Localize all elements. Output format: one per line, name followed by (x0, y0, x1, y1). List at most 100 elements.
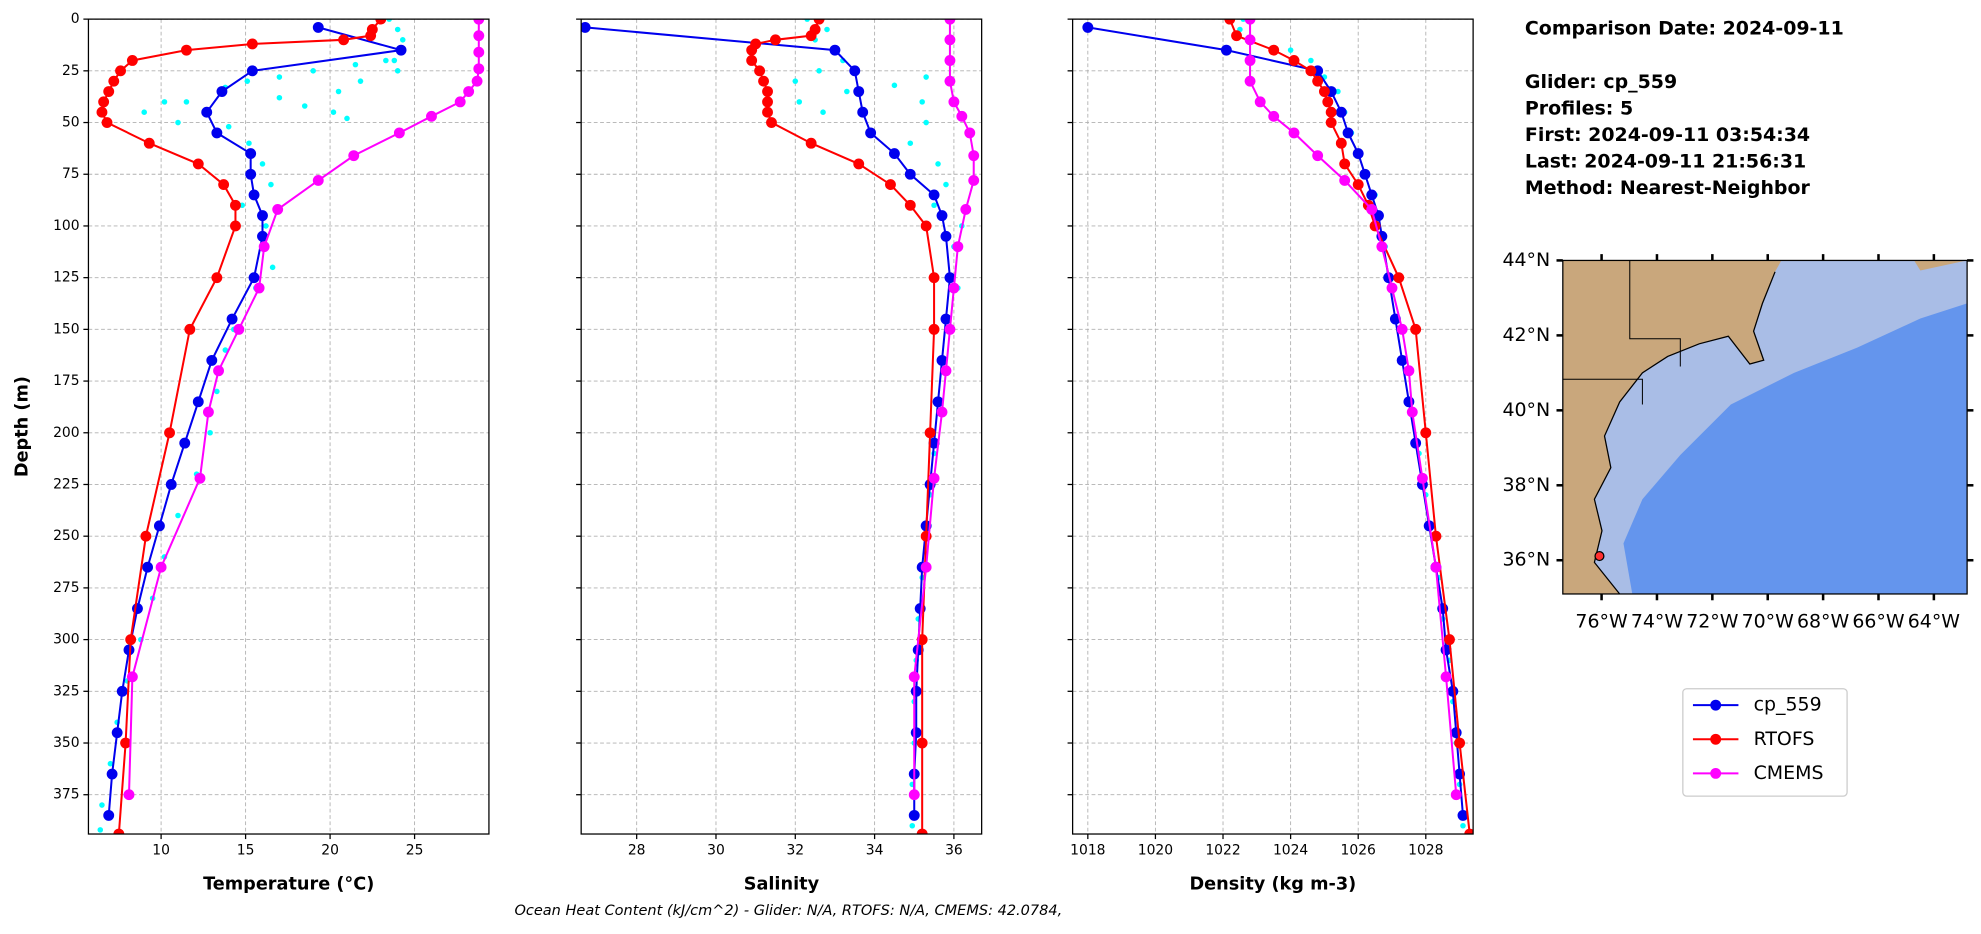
profile-marker (103, 809, 115, 821)
profile-marker (1359, 168, 1371, 180)
x-tick-label: 1026 (1341, 842, 1376, 858)
profile-marker (1082, 21, 1094, 33)
profile-marker (908, 671, 920, 683)
profile-marker (103, 86, 115, 97)
legend-marker (1710, 767, 1722, 779)
profile-marker (1268, 110, 1280, 122)
x-tick-label: 25 (406, 842, 424, 858)
glider-point (276, 94, 283, 101)
profile-marker (940, 230, 952, 242)
profile-marker (920, 220, 932, 232)
x-tick-label: 1018 (1070, 842, 1105, 858)
profile-marker (928, 472, 940, 484)
glider-point (394, 26, 401, 33)
profile-marker (920, 561, 932, 573)
profile-marker (853, 158, 865, 170)
profile-marker (365, 30, 377, 42)
y-tick-label: 100 (53, 218, 79, 234)
glider-point (239, 202, 245, 209)
profile-marker (165, 479, 177, 490)
profile-marker (216, 86, 228, 97)
profile-marker (1464, 828, 1474, 835)
profile-marker (463, 86, 475, 97)
profile-marker (916, 737, 928, 749)
glider-point (344, 115, 350, 122)
y-axis-label: Depth (m) (13, 376, 33, 477)
profile-marker (108, 75, 120, 87)
x-tick-label: 1024 (1273, 842, 1308, 858)
profile-marker (192, 396, 204, 408)
footer-note: Ocean Heat Content (kJ/cm^2) - Glider: N… (514, 903, 1062, 919)
glider-point (919, 99, 925, 105)
profile-marker (126, 55, 138, 66)
glider-point (1460, 822, 1466, 829)
map-lat-label: 38°N (1502, 474, 1550, 496)
y-tick-label: 225 (53, 476, 79, 492)
profile-marker (758, 75, 769, 87)
profile-marker (1288, 55, 1300, 66)
profile-marker (1352, 148, 1364, 159)
info-line: Last: 2024-09-11 21:56:31 (1525, 150, 1806, 172)
glider-point (909, 822, 916, 829)
profile-line (1228, 19, 1471, 835)
profile-marker (375, 19, 387, 25)
x-tick-label: 28 (628, 842, 646, 858)
profile-marker (230, 220, 241, 232)
profile-marker (936, 354, 948, 366)
profile-marker (754, 65, 766, 77)
profile-marker (192, 158, 204, 170)
profile-line (1249, 19, 1458, 795)
profile-marker (910, 727, 922, 739)
profile-marker (932, 396, 944, 408)
profile-marker (246, 38, 258, 50)
profile-marker (1325, 106, 1337, 118)
profile-marker (473, 19, 485, 25)
profile-marker (106, 768, 118, 780)
glider-point (383, 57, 389, 64)
glider-point (804, 19, 810, 22)
info-line: Glider: cp_559 (1525, 71, 1677, 93)
profile-marker (126, 671, 138, 683)
profile-marker (179, 437, 191, 449)
profile-marker (1447, 685, 1459, 697)
profile-marker (936, 210, 948, 222)
profile-marker (1406, 406, 1418, 418)
glider-point (935, 161, 941, 167)
glider-point (399, 37, 406, 43)
profile-marker (944, 272, 956, 284)
profile-marker (762, 86, 773, 97)
profile-marker (338, 34, 350, 46)
legend-marker (1710, 733, 1722, 745)
profile-marker (746, 44, 758, 56)
glider-point (824, 26, 830, 33)
profile-marker (1430, 561, 1442, 573)
y-tick-label: 125 (53, 270, 79, 286)
profile-marker (120, 737, 132, 749)
y-tick-label: 325 (53, 683, 79, 699)
profile-marker (1288, 127, 1300, 139)
profile-marker (140, 530, 152, 542)
profile-line (127, 19, 480, 795)
profile-marker (1339, 175, 1351, 186)
profile-marker (940, 313, 952, 325)
profile-marker (1244, 34, 1256, 46)
profile-marker (213, 365, 224, 377)
profile-marker (928, 323, 940, 335)
profile-marker (766, 117, 777, 128)
map-coast (1593, 271, 1776, 595)
profile-marker (312, 175, 324, 186)
glider-point (335, 88, 342, 95)
profile-marker (1420, 427, 1432, 439)
glider-point (107, 760, 114, 767)
x-tick-label: 1028 (1408, 842, 1443, 858)
profile-marker (201, 106, 213, 118)
glider-point (923, 119, 929, 126)
profile-marker (1268, 44, 1280, 56)
profile-marker (202, 406, 214, 418)
plot-area (581, 19, 980, 835)
y-tick-label: 150 (53, 321, 79, 337)
profile-line (750, 19, 936, 835)
profile-marker (948, 282, 960, 294)
profile-marker (908, 809, 920, 821)
profile-marker (1335, 106, 1347, 118)
